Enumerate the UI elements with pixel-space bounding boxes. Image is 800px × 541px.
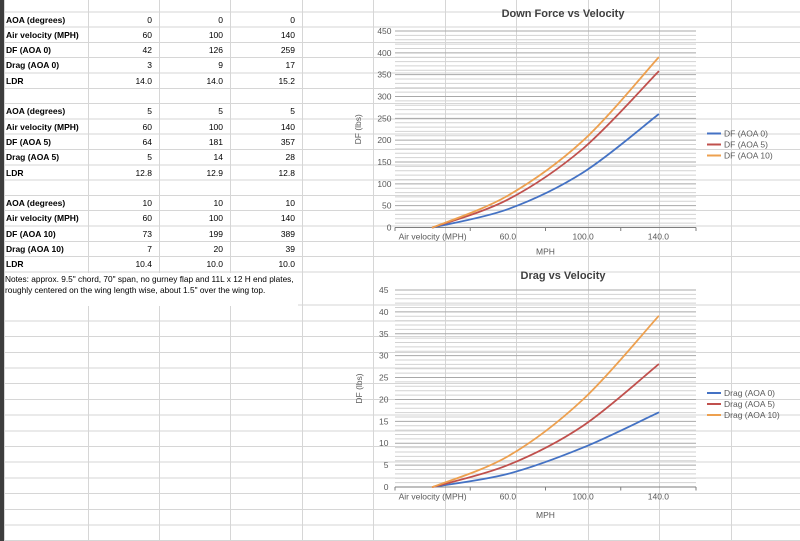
table-cell[interactable]: 389 xyxy=(280,228,295,239)
table-cell[interactable]: 39 xyxy=(285,244,295,254)
table-cell[interactable]: 5 xyxy=(147,152,152,163)
table-cell[interactable]: 12.8 xyxy=(278,167,295,178)
table-cell[interactable]: 14 xyxy=(213,152,223,163)
table-cell[interactable]: 126 xyxy=(208,45,223,56)
table-cell[interactable]: 140 xyxy=(280,121,295,132)
table-cell[interactable]: 100 xyxy=(208,29,223,40)
table-cell[interactable]: 7 xyxy=(147,244,152,254)
table-row-label[interactable]: DF (AOA 0) xyxy=(6,45,52,56)
table-cell[interactable]: 0 xyxy=(147,14,152,25)
table-cell[interactable]: 357 xyxy=(280,136,295,147)
table-cell[interactable]: 14.0 xyxy=(135,75,152,86)
table-cell[interactable]: 60 xyxy=(142,29,152,40)
table-row-label[interactable]: Drag (AOA 5) xyxy=(6,152,60,163)
table-row-label[interactable]: Air velocity (MPH) xyxy=(6,121,79,132)
table-cell[interactable]: 181 xyxy=(208,136,223,147)
table-row-label[interactable]: LDR xyxy=(6,75,24,86)
table-row-label[interactable]: DF (AOA 10) xyxy=(6,228,56,239)
table-cell[interactable]: 60 xyxy=(142,121,152,132)
table-cell[interactable]: 15.2 xyxy=(278,75,295,86)
table-cell[interactable]: 5 xyxy=(147,106,152,117)
table-cell[interactable]: 28 xyxy=(285,152,295,163)
table-cell[interactable]: 12.9 xyxy=(206,167,223,178)
table-cell[interactable]: 100 xyxy=(208,121,223,132)
table-cell[interactable]: 14.0 xyxy=(206,75,223,86)
table-cell[interactable]: 5 xyxy=(290,106,295,117)
table-row-label[interactable]: LDR xyxy=(6,167,24,178)
table-cell[interactable]: 140 xyxy=(280,213,295,224)
table-cell[interactable]: 10.0 xyxy=(206,259,223,270)
table-row-label[interactable]: LDR xyxy=(6,259,24,270)
table-row-label[interactable]: AOA (degrees) xyxy=(6,14,66,25)
table-row-label[interactable]: Air velocity (MPH) xyxy=(6,213,79,224)
table-cell[interactable]: 64 xyxy=(142,136,152,147)
table-cell[interactable]: 259 xyxy=(280,45,295,56)
table-cell[interactable]: 12.8 xyxy=(135,167,152,178)
table-cell[interactable]: 42 xyxy=(142,45,152,56)
table-cell[interactable]: 5 xyxy=(218,106,223,117)
table-row-label[interactable]: AOA (degrees) xyxy=(6,198,66,209)
table-cell[interactable]: 0 xyxy=(290,14,295,25)
table-cell[interactable]: 60 xyxy=(142,213,152,224)
data-table: AOA (degrees) 0 0 0 Air velocity (MPH) 60 100 1… xyxy=(0,0,373,290)
table-cell[interactable]: 17 xyxy=(285,60,295,71)
table-row-label[interactable]: AOA (degrees) xyxy=(6,106,66,117)
table-cell[interactable]: 10 xyxy=(285,198,295,209)
table-row-label[interactable]: Drag (AOA 10) xyxy=(6,244,64,254)
table-cell[interactable]: 10 xyxy=(142,198,152,209)
table-cell[interactable]: 9 xyxy=(218,60,223,71)
table-cell[interactable]: 0 xyxy=(218,14,223,25)
table-cell[interactable]: 199 xyxy=(208,228,223,239)
table-cell[interactable]: 10.0 xyxy=(278,259,295,270)
table-cell[interactable]: 140 xyxy=(280,29,295,40)
table-cell[interactable]: 3 xyxy=(147,60,152,71)
table-cell[interactable]: 10.4 xyxy=(135,259,152,270)
table-row-label[interactable]: Drag (AOA 0) xyxy=(6,60,60,71)
notes-cell[interactable]: Notes: approx. 9.5" chord, 70" span, no … xyxy=(5,273,298,306)
table-cell[interactable]: 100 xyxy=(208,213,223,224)
table-cell[interactable]: 10 xyxy=(213,198,223,209)
table-cell[interactable]: 20 xyxy=(213,244,223,254)
row-header-strip xyxy=(0,0,4,541)
table-cell[interactable]: 73 xyxy=(142,228,152,239)
table-row-label[interactable]: DF (AOA 5) xyxy=(6,136,52,147)
table-row-label[interactable]: Air velocity (MPH) xyxy=(6,29,79,40)
